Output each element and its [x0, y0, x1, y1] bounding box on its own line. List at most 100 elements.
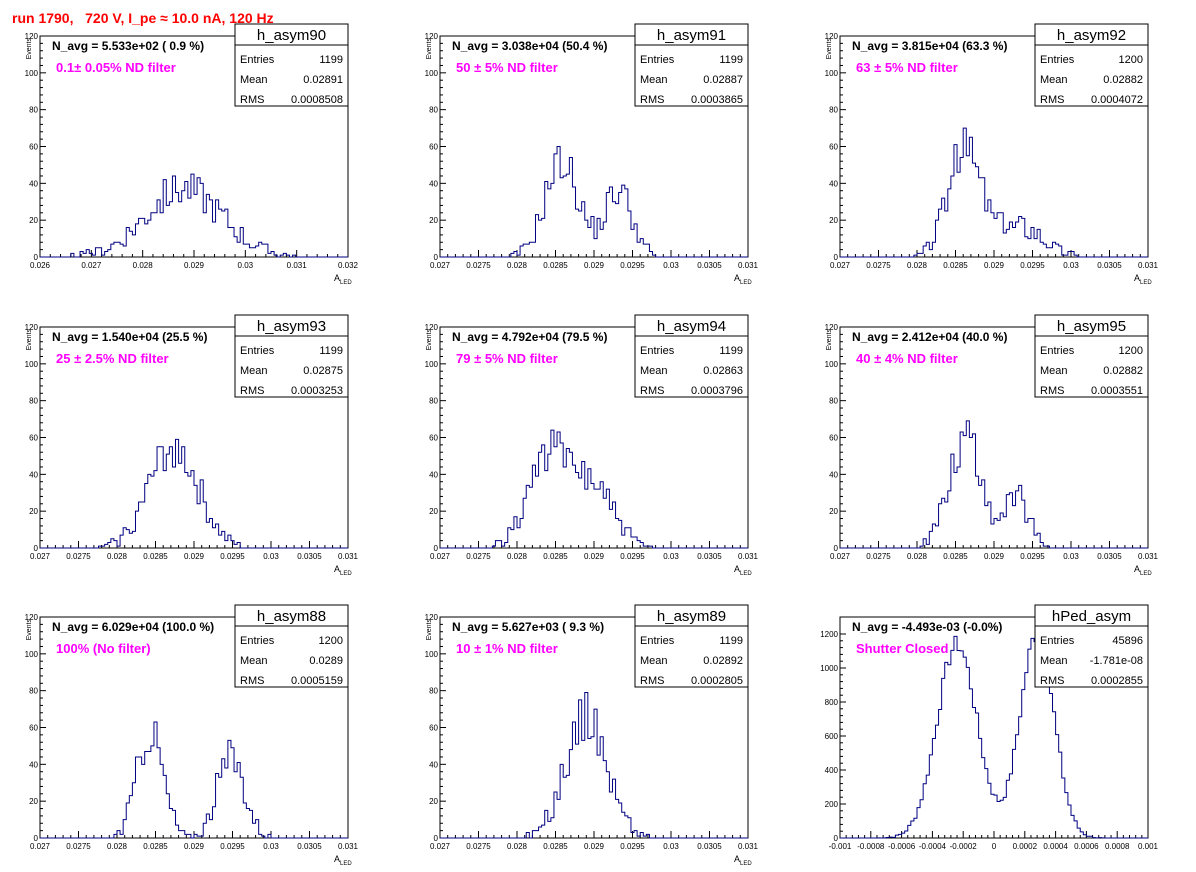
histogram-panel-h_asym95: 0 20 40 60 80 100 120 0.027 0.0275 0.028 0.0285 0.0… — [825, 314, 1159, 577]
x-tick-label: 0.031 — [287, 261, 308, 270]
stats-key-mean: Mean — [640, 74, 668, 86]
y-tick-label: 0 — [434, 253, 439, 262]
y-axis-title: Events — [426, 329, 433, 351]
histogram-title: N_avg = 2.412e+04 (40.0 %) — [852, 330, 1007, 344]
stats-value-entries: 1199 — [319, 345, 343, 357]
histogram-panel-h_asym89: 0 20 40 60 80 100 120 0.027 0.0275 0.028 0.0285 0.0… — [425, 604, 759, 867]
stats-key-rms: RMS — [240, 675, 264, 687]
histogram-panel-h_asym93: 0 20 40 60 80 100 120 0.027 0.0275 0.028 0.0285 0.0… — [25, 314, 359, 577]
y-tick-label: 80 — [29, 106, 38, 115]
y-tick-label: 60 — [29, 434, 38, 443]
x-tick-label: 0.029 — [584, 261, 605, 270]
x-tick-label: 0.0275 — [466, 261, 491, 270]
stats-key-mean: Mean — [240, 365, 268, 377]
x-axis-title: ALED — [334, 273, 352, 286]
y-tick-label: 40 — [29, 470, 38, 479]
x-tick-label: -0.001 — [829, 842, 852, 851]
stats-key-mean: Mean — [1040, 365, 1068, 377]
y-tick-label: 20 — [429, 797, 438, 806]
filter-annotation: 10 ± 1% ND filter — [456, 641, 558, 656]
histogram-title: N_avg = 1.540e+04 (25.5 %) — [52, 330, 207, 344]
stats-key-entries: Entries — [240, 635, 275, 647]
y-axis-title: Events — [26, 38, 33, 60]
x-tick-label: 0.027 — [30, 842, 51, 851]
stats-value-mean: 0.02891 — [303, 74, 343, 86]
x-tick-label: 0.026 — [30, 261, 51, 270]
stats-key-rms: RMS — [1040, 94, 1064, 106]
stats-value-mean: 0.0289 — [309, 655, 343, 667]
stats-key-mean: Mean — [240, 655, 268, 667]
y-tick-label: 100 — [425, 360, 439, 369]
y-tick-label: 100 — [25, 360, 39, 369]
stats-box — [634, 23, 749, 107]
x-tick-label: 0.03 — [663, 261, 679, 270]
y-tick-label: 40 — [429, 470, 438, 479]
stats-key-mean: Mean — [640, 365, 668, 377]
x-tick-label: 0.03 — [263, 552, 279, 561]
y-tick-label: 60 — [829, 434, 838, 443]
x-axis-title: ALED — [334, 564, 352, 577]
x-tick-label: -0.0002 — [950, 842, 978, 851]
stats-value-mean: 0.02882 — [1103, 365, 1143, 377]
histogram-panel-h_asym88: 0 20 40 60 80 100 120 0.027 0.0275 0.028 0.0285 0.0… — [25, 604, 359, 867]
x-tick-label: 0.001 — [1138, 842, 1159, 851]
y-tick-label: 0 — [834, 834, 839, 843]
y-tick-label: 1000 — [820, 664, 838, 673]
histogram-line-h_asym94 — [440, 429, 748, 549]
y-tick-label: 200 — [825, 800, 839, 809]
x-tick-label: 0.028 — [133, 261, 154, 270]
y-tick-label: 120 — [425, 32, 439, 41]
stats-key-rms: RMS — [1040, 675, 1064, 687]
x-tick-label: 0.0008 — [1105, 842, 1130, 851]
y-tick-label: 60 — [29, 143, 38, 152]
histogram-panel-h_asym91: 0 20 40 60 80 100 120 0.027 0.0275 0.028 0.0285 0.0… — [425, 23, 759, 286]
y-tick-label: 100 — [825, 360, 839, 369]
stats-key-rms: RMS — [640, 94, 664, 106]
x-tick-label: 0.0295 — [1020, 261, 1045, 270]
filter-annotation: 0.1± 0.05% ND filter — [56, 60, 176, 75]
y-tick-label: 60 — [29, 724, 38, 733]
y-tick-label: 40 — [829, 179, 838, 188]
y-tick-label: 20 — [29, 507, 38, 516]
stats-value-entries: 1199 — [319, 54, 343, 66]
y-tick-label: 100 — [25, 69, 39, 78]
filter-annotation: 50 ± 5% ND filter — [456, 60, 558, 75]
x-tick-label: 0.0305 — [297, 552, 322, 561]
y-tick-label: 80 — [29, 397, 38, 406]
stats-histogram-name: h_asym93 — [257, 318, 326, 335]
y-tick-label: 20 — [829, 507, 838, 516]
stats-value-mean: 0.02875 — [303, 365, 343, 377]
y-tick-label: 600 — [825, 732, 839, 741]
x-tick-label: 0.03 — [263, 842, 279, 851]
stats-value-mean: 0.02882 — [1103, 74, 1143, 86]
histogram-line-h_asym90 — [40, 173, 348, 258]
stats-value-rms: 0.0004072 — [1091, 94, 1143, 106]
stats-value-entries: 1200 — [319, 635, 343, 647]
x-tick-label: 0.0295 — [220, 842, 245, 851]
stats-value-rms: 0.0002855 — [1091, 675, 1143, 687]
x-tick-label: 0.029 — [184, 552, 205, 561]
x-tick-label: 0.0002 — [1013, 842, 1038, 851]
x-axis-title: ALED — [1134, 273, 1152, 286]
x-tick-label: 0.0285 — [543, 261, 568, 270]
x-tick-label: 0.028 — [507, 261, 528, 270]
stats-box — [634, 314, 749, 398]
histogram-line-hPed_asym — [840, 635, 1148, 839]
stats-key-entries: Entries — [1040, 54, 1075, 66]
histogram-line-h_asym88 — [40, 721, 348, 839]
stats-value-entries: 1200 — [1119, 54, 1143, 66]
x-tick-label: 0.0305 — [1097, 261, 1122, 270]
x-tick-label: 0.028 — [507, 552, 528, 561]
x-tick-label: 0.028 — [507, 842, 528, 851]
x-tick-label: 0.0295 — [620, 261, 645, 270]
x-tick-label: 0.031 — [1138, 552, 1159, 561]
y-tick-label: 0 — [34, 253, 39, 262]
stats-key-entries: Entries — [1040, 345, 1075, 357]
stats-key-rms: RMS — [240, 385, 264, 397]
stats-key-mean: Mean — [640, 655, 668, 667]
y-tick-label: 20 — [829, 216, 838, 225]
x-tick-label: 0.03 — [1063, 261, 1079, 270]
filter-annotation: 63 ± 5% ND filter — [856, 60, 958, 75]
y-tick-label: 120 — [825, 32, 839, 41]
